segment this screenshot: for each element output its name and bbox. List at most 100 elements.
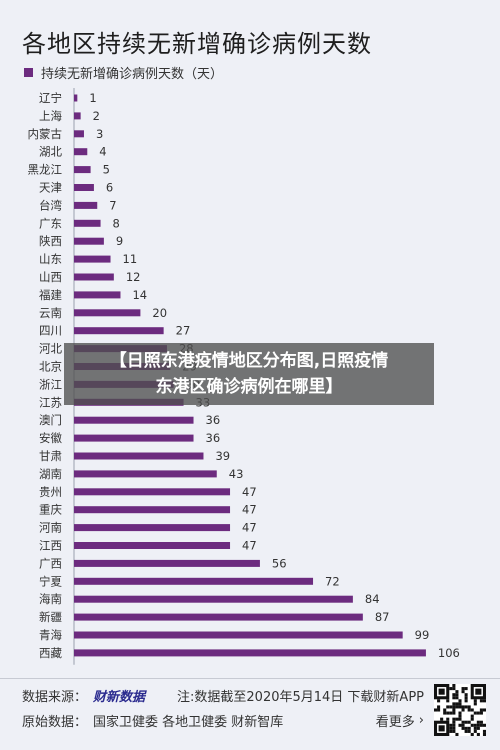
category-label: 青海 [39,628,62,642]
category-label: 贵州 [39,485,62,499]
category-label: 天津 [39,181,62,195]
bar [74,506,231,514]
bar [74,94,78,102]
value-label: 6 [106,181,113,195]
category-label: 福建 [39,288,62,302]
bar [74,524,231,532]
category-label: 江苏 [39,395,62,409]
bar [74,416,194,424]
bar [74,237,104,245]
legend-label: 持续无新增确诊病例天数（天） [41,67,224,82]
source-label: 数据来源： [22,690,88,705]
value-label: 36 [206,413,221,427]
category-label: 湖北 [39,145,62,159]
category-label: 广西 [39,556,62,570]
arrow-right-icon: › [418,713,424,728]
bar [74,631,403,639]
value-label: 2 [93,109,100,123]
legend: 持续无新增确诊病例天数（天） [24,63,223,82]
bar [74,542,231,549]
category-label: 黑龙江 [28,163,63,177]
footer-origin-row: 原始数据： 国家卫健委 各地卫健委 财新智库 看更多 › [22,711,424,730]
value-label: 20 [152,306,167,320]
bar [74,130,84,138]
value-label: 7 [109,198,116,212]
legend-swatch [24,68,33,77]
category-label: 内蒙古 [28,127,63,141]
value-label: 47 [242,503,257,517]
category-label: 辽宁 [39,91,62,105]
banner-line-1: 【日照东港疫情地区分布图,日照疫情 [109,351,389,371]
category-label: 上海 [39,109,62,123]
footer-note: 注:数据截至2020年5月14日 下载财新APP [177,690,424,705]
value-label: 106 [438,646,460,660]
value-label: 4 [99,145,106,159]
bar [74,219,101,227]
category-label: 四川 [39,324,62,338]
bar [74,559,260,567]
category-label: 海南 [39,592,62,606]
category-label: 云南 [39,306,62,320]
banner-line-2: 东港区确诊病例在哪里】 [155,377,343,397]
footer-divider [0,678,500,679]
category-label: 安徽 [39,431,62,445]
value-label: 99 [415,628,430,642]
footer-source-row: 数据来源： 财新数据 注:数据截至2020年5月14日 下载财新APP [22,686,424,705]
category-label: 澳门 [39,413,62,427]
bar [74,327,164,335]
bar [74,488,231,496]
more-link[interactable]: 看更多 [375,715,415,730]
category-label: 江西 [39,539,62,553]
category-label: 宁夏 [39,574,62,588]
value-label: 8 [113,216,120,230]
overlay-banner[interactable]: 【日照东港疫情地区分布图,日照疫情 东港区确诊病例在哪里】 [64,343,434,405]
bar [74,148,88,156]
origin-list: 国家卫健委 各地卫健委 财新智库 [93,715,284,730]
chart-title: 各地区持续无新增确诊病例天数 [22,30,372,58]
category-label: 山东 [39,252,62,266]
category-label: 西藏 [39,646,62,660]
category-label: 北京 [39,360,62,374]
value-label: 47 [242,485,257,499]
value-label: 56 [272,556,287,570]
category-label: 河北 [39,342,62,356]
value-label: 14 [132,288,147,302]
category-label: 陕西 [39,234,62,248]
bar [74,595,353,603]
qr-code-icon[interactable] [434,684,486,736]
source-logo: 财新数据 [93,690,146,705]
value-label: 1 [89,91,96,105]
value-label: 84 [365,592,380,606]
value-label: 12 [126,270,141,284]
value-label: 3 [96,127,103,141]
origin-label: 原始数据： [22,715,88,730]
bar [74,309,141,317]
bar [74,470,217,478]
value-label: 9 [116,234,123,248]
bar [74,577,314,585]
value-label: 72 [325,574,340,588]
bar [74,273,114,281]
bar [74,184,94,191]
bar [74,434,194,442]
category-label: 山西 [39,270,62,284]
category-label: 浙江 [39,377,62,391]
category-label: 湖南 [39,467,62,481]
value-label: 87 [375,610,390,624]
value-label: 5 [103,163,110,177]
value-label: 27 [176,324,191,338]
value-label: 36 [206,431,221,445]
bar [74,649,426,657]
value-label: 39 [215,449,230,463]
bar [74,291,121,299]
bar-chart: 辽宁 1 上海 2 内蒙古 3 湖北 4 黑龙江 5 天津 6 台湾 7 广东 8 陕西 9 山东 11 山西 12 福建 1… [28,88,460,665]
category-label: 台湾 [39,198,62,212]
value-label: 43 [229,467,244,481]
category-label: 新疆 [39,610,62,624]
bar [74,201,98,209]
bar [74,255,111,263]
value-label: 11 [123,252,138,266]
category-label: 河南 [39,521,62,535]
category-label: 广东 [39,216,62,230]
category-label: 甘肃 [39,449,62,463]
